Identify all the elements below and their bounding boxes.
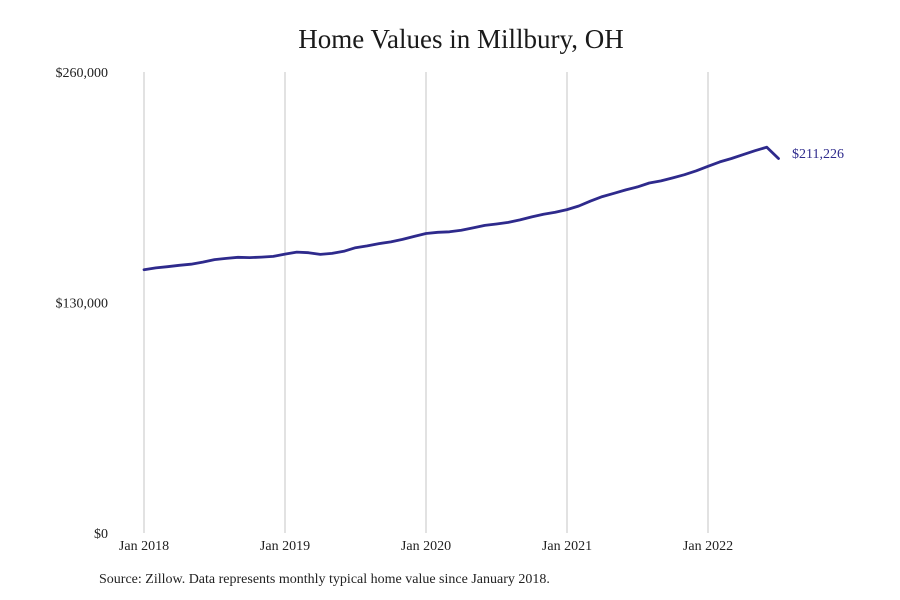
x-tick-label: Jan 2022 [683,539,733,554]
x-tick-label: Jan 2018 [119,539,169,554]
series-layer: $211,226 [142,145,844,272]
y-tick-label: $260,000 [56,66,109,81]
y-tick-label: $130,000 [56,297,109,312]
y-tick-label: $0 [94,527,108,542]
x-tick-label: Jan 2019 [260,539,310,554]
grid-lines [143,72,709,533]
axis-labels: Jan 2018 Jan 2019 Jan 2020 Jan 2021 Jan 2022… [56,66,734,554]
end-value-label: $211,226 [792,147,844,162]
x-tick-label: Jan 2021 [542,539,592,554]
source-note: Source: Zillow. Data represents monthly … [99,572,550,587]
x-tick-label: Jan 2020 [401,539,451,554]
series-line [142,145,780,272]
chart-title: Home Values in Millbury, OH [298,24,624,54]
